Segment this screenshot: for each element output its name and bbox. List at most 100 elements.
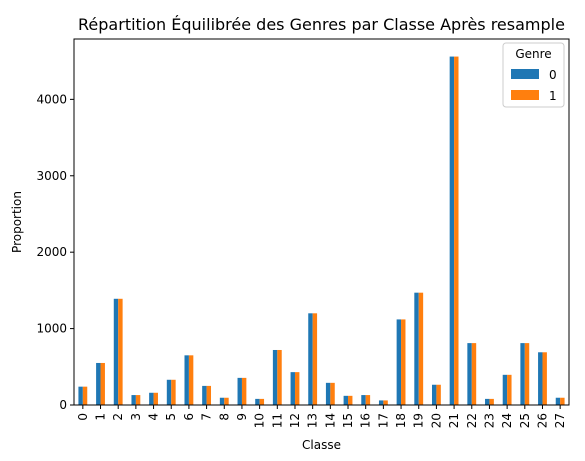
x-tick-label: 14 — [323, 413, 337, 428]
y-tick-label: 1000 — [36, 322, 67, 336]
bar-class-19-genre-0 — [414, 292, 419, 405]
legend-swatch-1 — [511, 90, 539, 100]
bar-class-25-genre-0 — [520, 343, 525, 405]
x-tick-label: 17 — [376, 413, 390, 428]
bar-class-20-genre-0 — [431, 384, 437, 405]
x-tick-label: 22 — [465, 413, 479, 428]
bar-class-17-genre-0 — [378, 400, 384, 405]
x-tick-label: 12 — [288, 413, 302, 428]
bar-class-4-genre-0 — [149, 392, 154, 405]
bar-class-22-genre-0 — [467, 343, 472, 405]
bar-class-16-genre-0 — [361, 395, 366, 405]
bar-class-23-genre-1 — [489, 398, 494, 405]
bar-class-6-genre-0 — [184, 355, 189, 405]
bar-class-21-genre-0 — [449, 56, 455, 405]
bar-class-21-genre-1 — [454, 56, 459, 405]
chart-title: Répartition Équilibrée des Genres par Cl… — [78, 15, 565, 34]
legend-swatch-0 — [511, 69, 539, 79]
x-tick-label: 27 — [553, 413, 567, 428]
x-tick-label: 1 — [94, 413, 108, 421]
x-tick-label: 26 — [535, 413, 549, 428]
bar-class-11-genre-0 — [272, 349, 278, 405]
bar-class-16-genre-1 — [365, 395, 371, 405]
bar-class-26-genre-0 — [538, 352, 543, 405]
x-tick-label: 6 — [182, 413, 196, 421]
bar-class-10-genre-0 — [255, 398, 260, 405]
x-tick-label: 5 — [164, 413, 178, 421]
y-ticks-group: 0 1000 2000 3000 4000 — [36, 92, 74, 412]
bar-class-15-genre-1 — [348, 395, 353, 405]
x-ticks-group: 0 1 2 3 4 5 6 7 8 9 10 11 12 13 14 15 16 17 18 19 20 21 22 23 24… — [76, 405, 567, 428]
bar-class-7-genre-0 — [202, 385, 207, 405]
bar-class-7-genre-1 — [206, 385, 212, 405]
x-tick-label: 20 — [429, 413, 443, 428]
bar-class-6-genre-1 — [188, 355, 194, 405]
bar-class-27-genre-1 — [560, 397, 565, 405]
bar-class-13-genre-0 — [308, 313, 313, 405]
bar-class-0-genre-0 — [78, 386, 83, 405]
x-tick-label: 13 — [306, 413, 320, 428]
x-tick-label: 16 — [359, 413, 373, 428]
y-tick-label: 3000 — [36, 169, 67, 183]
bar-class-3-genre-1 — [135, 395, 141, 405]
bar-class-12-genre-1 — [294, 372, 300, 405]
legend-items: 01 — [511, 68, 557, 103]
bar-class-17-genre-1 — [383, 400, 388, 405]
bar-class-8-genre-1 — [224, 397, 229, 405]
bar-class-20-genre-1 — [436, 384, 441, 405]
legend-title: Genre — [515, 47, 551, 61]
bar-class-13-genre-1 — [312, 313, 318, 405]
bar-class-3-genre-0 — [131, 395, 136, 405]
bar-class-24-genre-0 — [502, 374, 508, 405]
bar-class-18-genre-0 — [396, 319, 402, 405]
bar-class-2-genre-0 — [113, 298, 119, 405]
x-tick-label: 9 — [235, 413, 249, 421]
bar-class-15-genre-0 — [343, 395, 349, 405]
x-tick-label: 3 — [129, 413, 143, 421]
bar-class-25-genre-1 — [524, 343, 530, 405]
bar-class-5-genre-1 — [171, 379, 176, 405]
x-tick-label: 25 — [518, 413, 532, 428]
bar-class-4-genre-1 — [153, 392, 158, 405]
x-tick-label: 8 — [217, 413, 231, 421]
x-tick-label: 10 — [253, 413, 267, 428]
bar-class-1-genre-0 — [96, 362, 101, 405]
x-axis-label: Classe — [302, 438, 341, 452]
bars-group — [78, 56, 565, 405]
bar-class-2-genre-1 — [118, 298, 123, 405]
bar-class-0-genre-1 — [82, 386, 88, 405]
y-tick-label: 4000 — [36, 92, 67, 106]
x-tick-label: 18 — [394, 413, 408, 428]
y-tick-label: 2000 — [36, 245, 67, 259]
bar-class-22-genre-1 — [471, 343, 477, 405]
x-tick-label: 23 — [482, 413, 496, 428]
bar-class-18-genre-1 — [401, 319, 406, 405]
bar-class-1-genre-1 — [100, 362, 105, 405]
bar-class-24-genre-1 — [507, 374, 512, 405]
y-tick-label: 0 — [59, 398, 67, 412]
bar-class-11-genre-1 — [277, 349, 282, 405]
plot-area-frame — [73, 38, 570, 406]
x-tick-label: 0 — [76, 413, 90, 421]
bar-class-23-genre-0 — [485, 398, 490, 405]
bar-class-5-genre-0 — [166, 379, 172, 405]
bar-class-14-genre-1 — [330, 382, 335, 405]
x-tick-label: 7 — [200, 413, 214, 421]
bar-class-26-genre-1 — [542, 352, 547, 405]
bar-class-9-genre-1 — [241, 377, 247, 405]
x-tick-label: 19 — [412, 413, 426, 428]
bar-class-8-genre-0 — [219, 397, 225, 405]
x-tick-label: 21 — [447, 413, 461, 428]
bar-class-19-genre-1 — [418, 292, 424, 405]
x-tick-label: 11 — [270, 413, 284, 428]
x-tick-label: 15 — [341, 413, 355, 428]
y-axis-label: Proportion — [10, 191, 24, 253]
bar-class-12-genre-0 — [290, 372, 295, 405]
bar-class-14-genre-0 — [325, 382, 331, 405]
x-tick-label: 24 — [500, 413, 514, 428]
bar-class-9-genre-0 — [237, 377, 242, 405]
legend-label-0: 0 — [549, 68, 557, 82]
bar-class-10-genre-1 — [259, 398, 265, 405]
x-tick-label: 4 — [147, 413, 161, 421]
